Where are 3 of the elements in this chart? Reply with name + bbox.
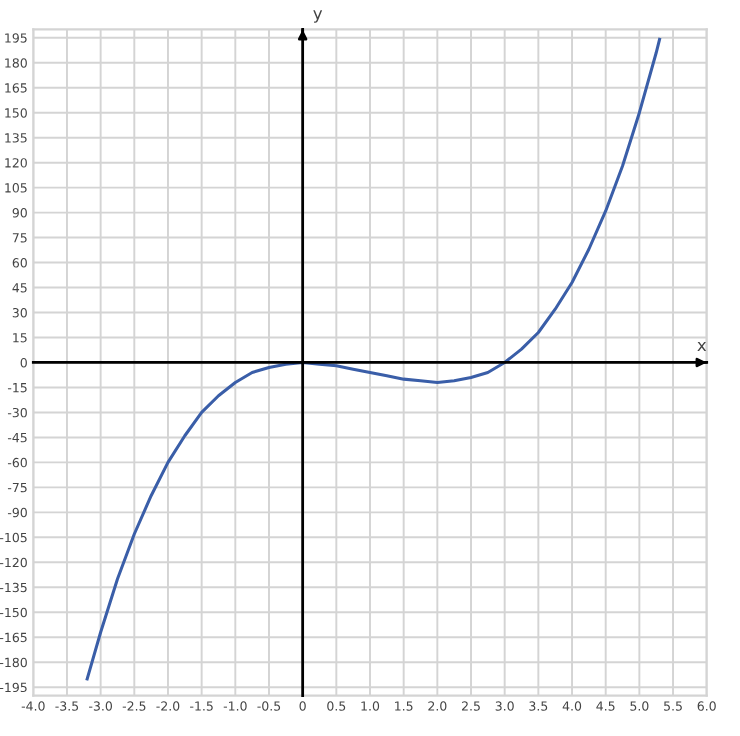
x-axis-title: x [697,341,707,352]
y-axis-title: y [313,10,323,23]
line-series [85,37,662,681]
